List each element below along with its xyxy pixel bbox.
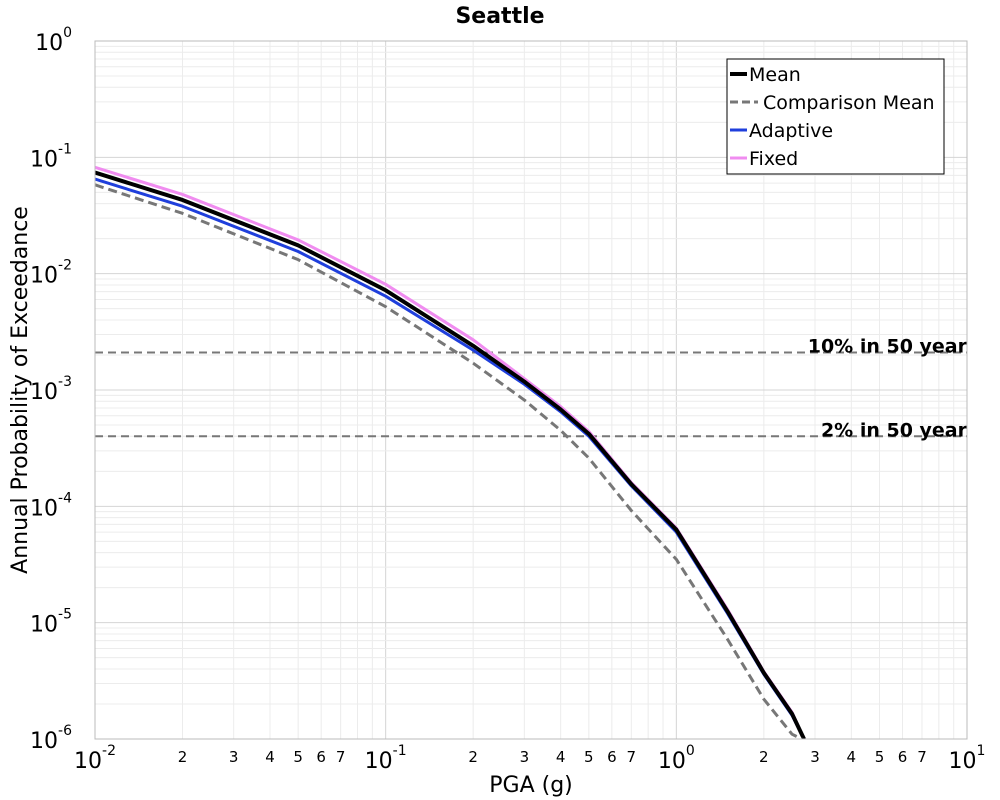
y-major-tick-label: 10-3 — [30, 374, 72, 405]
y-major-tick-label: 10-6 — [30, 723, 72, 754]
legend-label: Fixed — [749, 148, 798, 170]
y-major-tick-label: 10-4 — [30, 490, 72, 521]
reference-lines: 10% in 50 year 2% in 50 year — [95, 336, 968, 441]
x-minor-tick-label: 3 — [810, 748, 820, 766]
chart-title: Seattle — [455, 4, 544, 29]
series-line-comparison-mean — [95, 183, 803, 739]
y-major-tick-label: 10-1 — [30, 141, 72, 172]
x-major-tick-label: 100 — [658, 743, 695, 774]
y-axis-title: Annual Probability of Exceedance — [8, 206, 33, 574]
x-minor-tick-label: 4 — [556, 748, 566, 766]
y-major-tick-label: 100 — [35, 25, 72, 56]
x-minor-tick-label: 7 — [917, 748, 927, 766]
x-minor-tick-label: 2 — [759, 748, 769, 766]
x-minor-tick-label: 4 — [847, 748, 857, 766]
x-minor-tick-label: 2 — [468, 748, 478, 766]
plot-frame — [94, 40, 968, 740]
x-minor-tick-label: 6 — [898, 748, 908, 766]
x-major-tick-label: 10-2 — [74, 743, 116, 774]
x-major-tick-label: 10-1 — [365, 743, 407, 774]
x-minor-tick-label: 7 — [627, 748, 637, 766]
x-minor-tick-label: 7 — [336, 748, 346, 766]
y-major-tick-label: 10-2 — [30, 258, 72, 289]
legend-label: Comparison Mean — [763, 92, 935, 114]
legend-label: Adaptive — [749, 120, 833, 142]
y-major-tick-label: 10-5 — [30, 607, 72, 638]
x-minor-tick-label: 2 — [178, 748, 188, 766]
x-minor-tick-label: 5 — [875, 748, 885, 766]
x-minor-tick-label: 6 — [607, 748, 617, 766]
x-minor-tick-label: 4 — [265, 748, 275, 766]
x-minor-tick-label: 6 — [316, 748, 326, 766]
x-minor-tick-label: 3 — [520, 748, 530, 766]
x-minor-tick-label: 3 — [229, 748, 239, 766]
x-axis-title: PGA (g) — [489, 773, 573, 798]
series-line-mean — [95, 170, 806, 739]
legend: Mean Comparison Mean Adaptive Fixed — [726, 58, 945, 175]
legend-box — [726, 58, 945, 175]
series-lines — [95, 165, 806, 739]
reference-line-label: 2% in 50 year — [821, 419, 968, 441]
x-minor-tick-label: 5 — [293, 748, 303, 766]
x-major-tick-label: 101 — [949, 743, 986, 774]
legend-label: Mean — [749, 64, 801, 86]
y-tick-labels: 100 10-1 10-2 10-3 10-4 10-5 10-6 — [30, 25, 72, 754]
x-minor-tick-label: 5 — [584, 748, 594, 766]
grid — [94, 41, 967, 740]
reference-line-label: 10% in 50 year — [808, 336, 968, 358]
